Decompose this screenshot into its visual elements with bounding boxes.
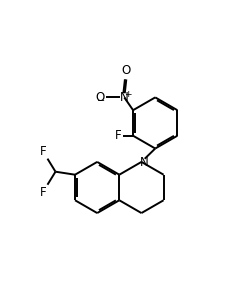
Text: F: F [115, 129, 122, 142]
Text: −: − [97, 96, 105, 106]
Text: O: O [95, 91, 105, 104]
Text: N: N [140, 156, 149, 169]
Text: F: F [40, 145, 46, 158]
Text: O: O [122, 64, 131, 78]
Text: F: F [40, 186, 46, 199]
Text: +: + [124, 90, 132, 99]
Text: N: N [120, 91, 129, 104]
